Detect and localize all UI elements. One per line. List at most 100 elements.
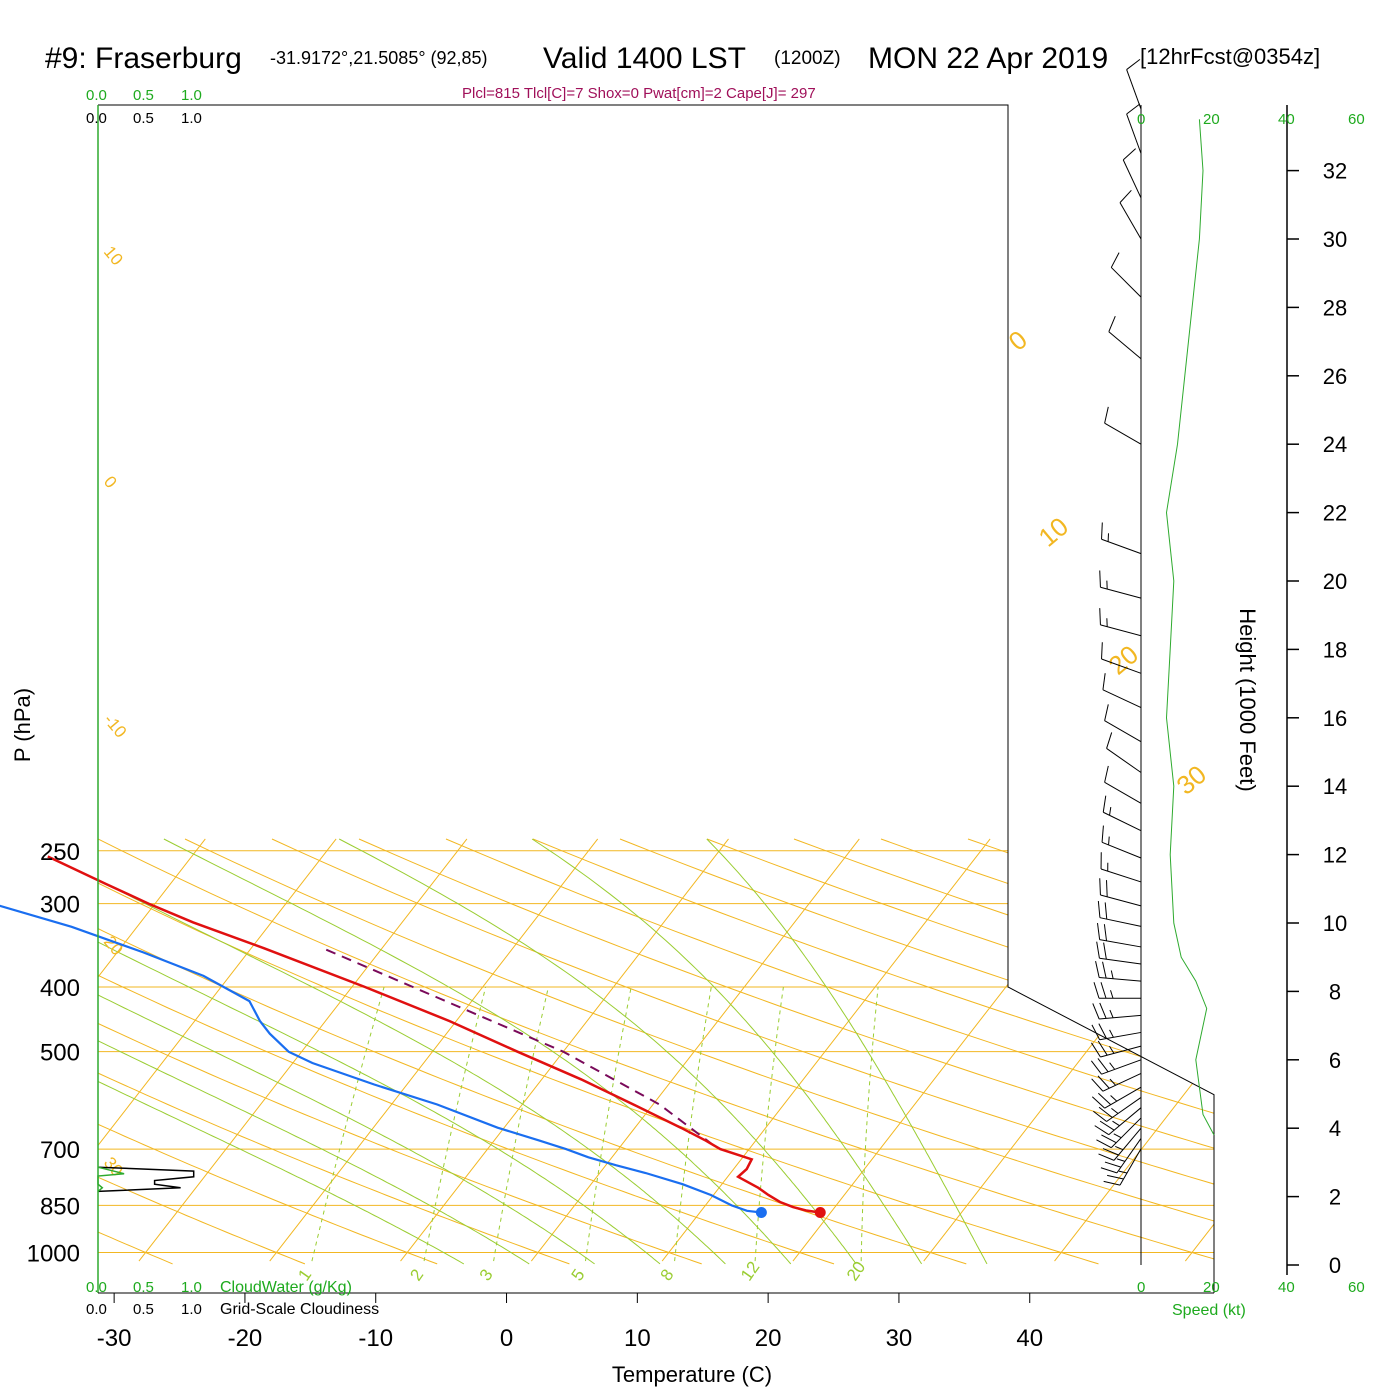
height-axis-title: Height (1000 Feet) <box>1235 608 1260 791</box>
valid-date: MON 22 Apr 2019 <box>868 42 1108 75</box>
moist-adiabat <box>98 838 661 1265</box>
dry-adiabat <box>98 838 438 1265</box>
station-coords: -31.9172°,21.5085° (92,85) <box>270 48 488 68</box>
height-tick-label: 18 <box>1323 637 1347 662</box>
mixing-ratio-label: 20 <box>843 1258 869 1284</box>
wind-scale-top-0: 0 <box>1137 111 1145 128</box>
wind-barb <box>1097 900 1142 927</box>
height-tick-label: 4 <box>1329 1116 1341 1141</box>
mixing-ratio-line <box>493 986 549 1262</box>
thermo-grid <box>98 838 1214 1265</box>
dry-adiabat <box>445 838 1214 1265</box>
valid-time: Valid 1400 LST <box>543 42 746 75</box>
dry-adiabat-label: -10 <box>100 710 130 741</box>
mixing-ratio-label: 8 <box>657 1266 678 1285</box>
height-tick-label: 6 <box>1329 1048 1341 1073</box>
dewpoint-trace <box>0 904 762 1214</box>
wind-barb <box>1093 982 1141 999</box>
mixing-ratio-line <box>674 986 712 1262</box>
temperature-tick-label: 10 <box>624 1325 651 1352</box>
temperature-tick-label: 40 <box>1016 1325 1043 1352</box>
height-tick-label: 16 <box>1323 706 1347 731</box>
height-tick-label: 12 <box>1323 843 1347 868</box>
cloudiness-scale-top-2: 1.0 <box>181 110 202 127</box>
dry-adiabat <box>98 838 702 1265</box>
isotherm <box>269 838 599 1262</box>
wind-barb <box>1091 1073 1142 1092</box>
isotherm <box>1184 838 1214 1262</box>
temperature-tick-label: 20 <box>755 1325 782 1352</box>
station-title: #9: Fraserburg <box>45 42 242 75</box>
wind-barb <box>1098 1127 1142 1161</box>
wind-barb <box>1090 1058 1142 1075</box>
dry-adiabat <box>98 838 835 1265</box>
mixing-ratio-line <box>423 986 487 1262</box>
height-tick-label: 32 <box>1323 159 1347 184</box>
wind-barb <box>1106 732 1142 773</box>
mixing-ratio-label: 5 <box>568 1266 589 1285</box>
pressure-tick-label: 250 <box>40 839 80 866</box>
wind-scale-top-3: 60 <box>1348 111 1365 128</box>
dry-adiabat <box>619 838 1214 1265</box>
wind-barb <box>1100 1138 1142 1174</box>
wind-barb <box>1092 1002 1142 1020</box>
cloudiness-scale-top-1: 0.5 <box>133 110 154 127</box>
wind-scale-bottom-3: 60 <box>1348 1279 1365 1296</box>
wind-barb <box>1102 673 1142 708</box>
dry-adiabat-label-right: 10 <box>1033 511 1074 553</box>
y-axis-title: P (hPa) <box>10 688 35 762</box>
cloudiness-profile <box>97 1166 195 1193</box>
dry-adiabat-label-right: 0 <box>1003 324 1033 356</box>
isotherm <box>661 838 991 1262</box>
dry-adiabat-label-right: 30 <box>1171 759 1212 801</box>
wind-panel <box>1090 59 1215 1265</box>
cloudwater-scale-top-1: 0.5 <box>133 87 154 104</box>
dry-adiabat <box>184 838 1214 1265</box>
height-tick-label: 28 <box>1323 295 1347 320</box>
isotherm <box>1054 838 1214 1262</box>
cloudiness-scale-bottom-2: 1.0 <box>181 1301 202 1318</box>
wind-speed-label: Speed (kt) <box>1172 1302 1246 1319</box>
isotherm <box>98 838 337 1262</box>
mixing-ratio-label: 2 <box>406 1266 427 1285</box>
cloudiness-scale-top-0: 0.0 <box>86 110 107 127</box>
dry-adiabat-label: 10 <box>100 242 127 269</box>
wind-barb <box>1091 1086 1142 1109</box>
wind-barb <box>1099 878 1142 907</box>
wind-barb <box>1110 252 1142 298</box>
wind-barb <box>1108 316 1142 360</box>
cloudwater-scale-top-0: 0.0 <box>86 87 107 104</box>
moist-adiabat <box>706 838 988 1265</box>
isotherm <box>98 838 206 1262</box>
pressure-tick-label: 400 <box>40 975 80 1002</box>
height-tick-label: 14 <box>1323 774 1347 799</box>
isotherm <box>400 838 729 1262</box>
wind-barb <box>1094 1107 1142 1136</box>
pressure-tick-label: 850 <box>40 1193 80 1220</box>
wind-scale-top-2: 40 <box>1278 111 1295 128</box>
wind-barb <box>1101 642 1142 674</box>
cloudiness-scale-bottom-0: 0.0 <box>86 1301 107 1318</box>
wind-barb <box>1095 960 1142 982</box>
profiles <box>0 855 826 1218</box>
temperature-tick-label: -30 <box>97 1325 132 1352</box>
wind-scale-bottom-2: 40 <box>1278 1279 1295 1296</box>
cloudwater-scale-bottom-1: 0.5 <box>133 1279 154 1296</box>
dry-adiabat <box>1141 838 1214 1265</box>
cloudwater-scale-bottom-2: 1.0 <box>181 1279 202 1296</box>
surface-temperature-dot <box>814 1206 826 1218</box>
sounding-params: Plcl=815 Tlcl[C]=7 Shox=0 Pwat[cm]=2 Cap… <box>462 85 816 102</box>
wind-barb <box>1099 608 1142 637</box>
wind-scale-bottom-0: 0 <box>1137 1279 1145 1296</box>
mixing-ratio-label: 12 <box>737 1258 763 1284</box>
wind-barb <box>1122 148 1142 199</box>
wind-barb <box>1099 570 1142 599</box>
wind-barb <box>1096 922 1142 948</box>
dry-adiabat <box>532 838 1214 1265</box>
x-axis-title: Temperature (C) <box>612 1362 772 1387</box>
wind-barb <box>1101 825 1142 859</box>
zulu-time: (1200Z) <box>774 48 841 69</box>
temperature-trace <box>47 855 821 1214</box>
